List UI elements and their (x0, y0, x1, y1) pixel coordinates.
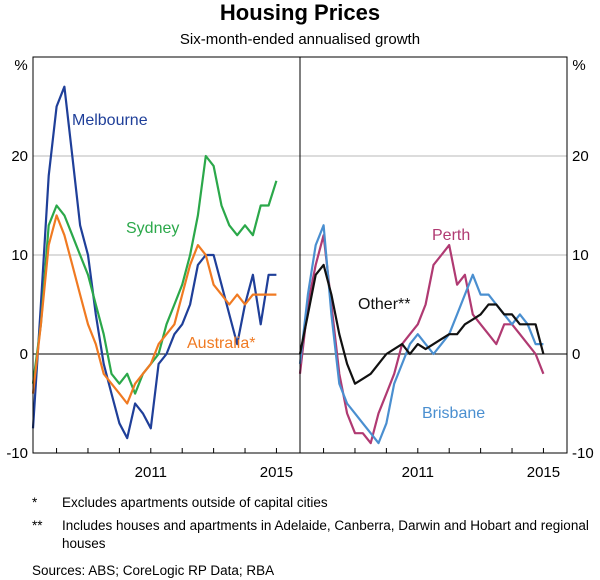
sources-line: Sources: ABS; CoreLogic RP Data; RBA (32, 563, 275, 578)
series-label-brisbane: Brisbane (422, 405, 485, 422)
left-y-tick-label: 10 (11, 247, 28, 264)
chart: Housing Prices Six-month-ended annualise… (6, 0, 594, 481)
x-tick-label: 2011 (135, 464, 167, 481)
series-label-melbourne: Melbourne (72, 112, 148, 129)
left-y-unit: % (14, 57, 27, 74)
right-y-tick-label: -10 (572, 445, 594, 462)
footnote-1-mark: * (32, 495, 38, 510)
left-y-tick-label: 20 (11, 148, 28, 165)
series-label-sydney: Sydney (126, 220, 179, 237)
right-y-tick-label: 20 (572, 148, 589, 165)
series-line-other (298, 263, 545, 385)
series-line-australia (31, 214, 277, 405)
series-line-sydney (31, 154, 278, 395)
right-y-unit: % (572, 57, 585, 74)
series-label-perth: Perth (432, 227, 470, 244)
left-y-tick-label: -10 (6, 445, 28, 462)
x-tick-label: 2011 (402, 464, 434, 481)
footnote-2-text: Includes houses and apartments in Adelai… (62, 518, 589, 551)
series-label-other: Other** (358, 296, 410, 313)
x-tick-label: 2015 (527, 464, 560, 481)
series-label-australia: Australia* (187, 335, 255, 352)
footnote-2: ** Includes houses and apartments in Ade… (32, 517, 592, 553)
left-y-tick-label: 0 (20, 346, 28, 363)
footnote-2-mark: ** (32, 518, 43, 533)
footnote-1-text: Excludes apartments outside of capital c… (62, 495, 328, 510)
right-y-tick-label: 10 (572, 247, 589, 264)
right-y-tick-label: 0 (572, 346, 580, 363)
footnotes: * Excludes apartments outside of capital… (32, 494, 592, 553)
chart-title: Housing Prices (220, 0, 380, 25)
chart-subtitle: Six-month-ended annualised growth (180, 31, 420, 48)
series-line-perth (298, 234, 545, 445)
x-tick-label: 2015 (260, 464, 293, 481)
series-line-melbourne (31, 85, 277, 440)
footnote-1: * Excludes apartments outside of capital… (32, 494, 592, 512)
